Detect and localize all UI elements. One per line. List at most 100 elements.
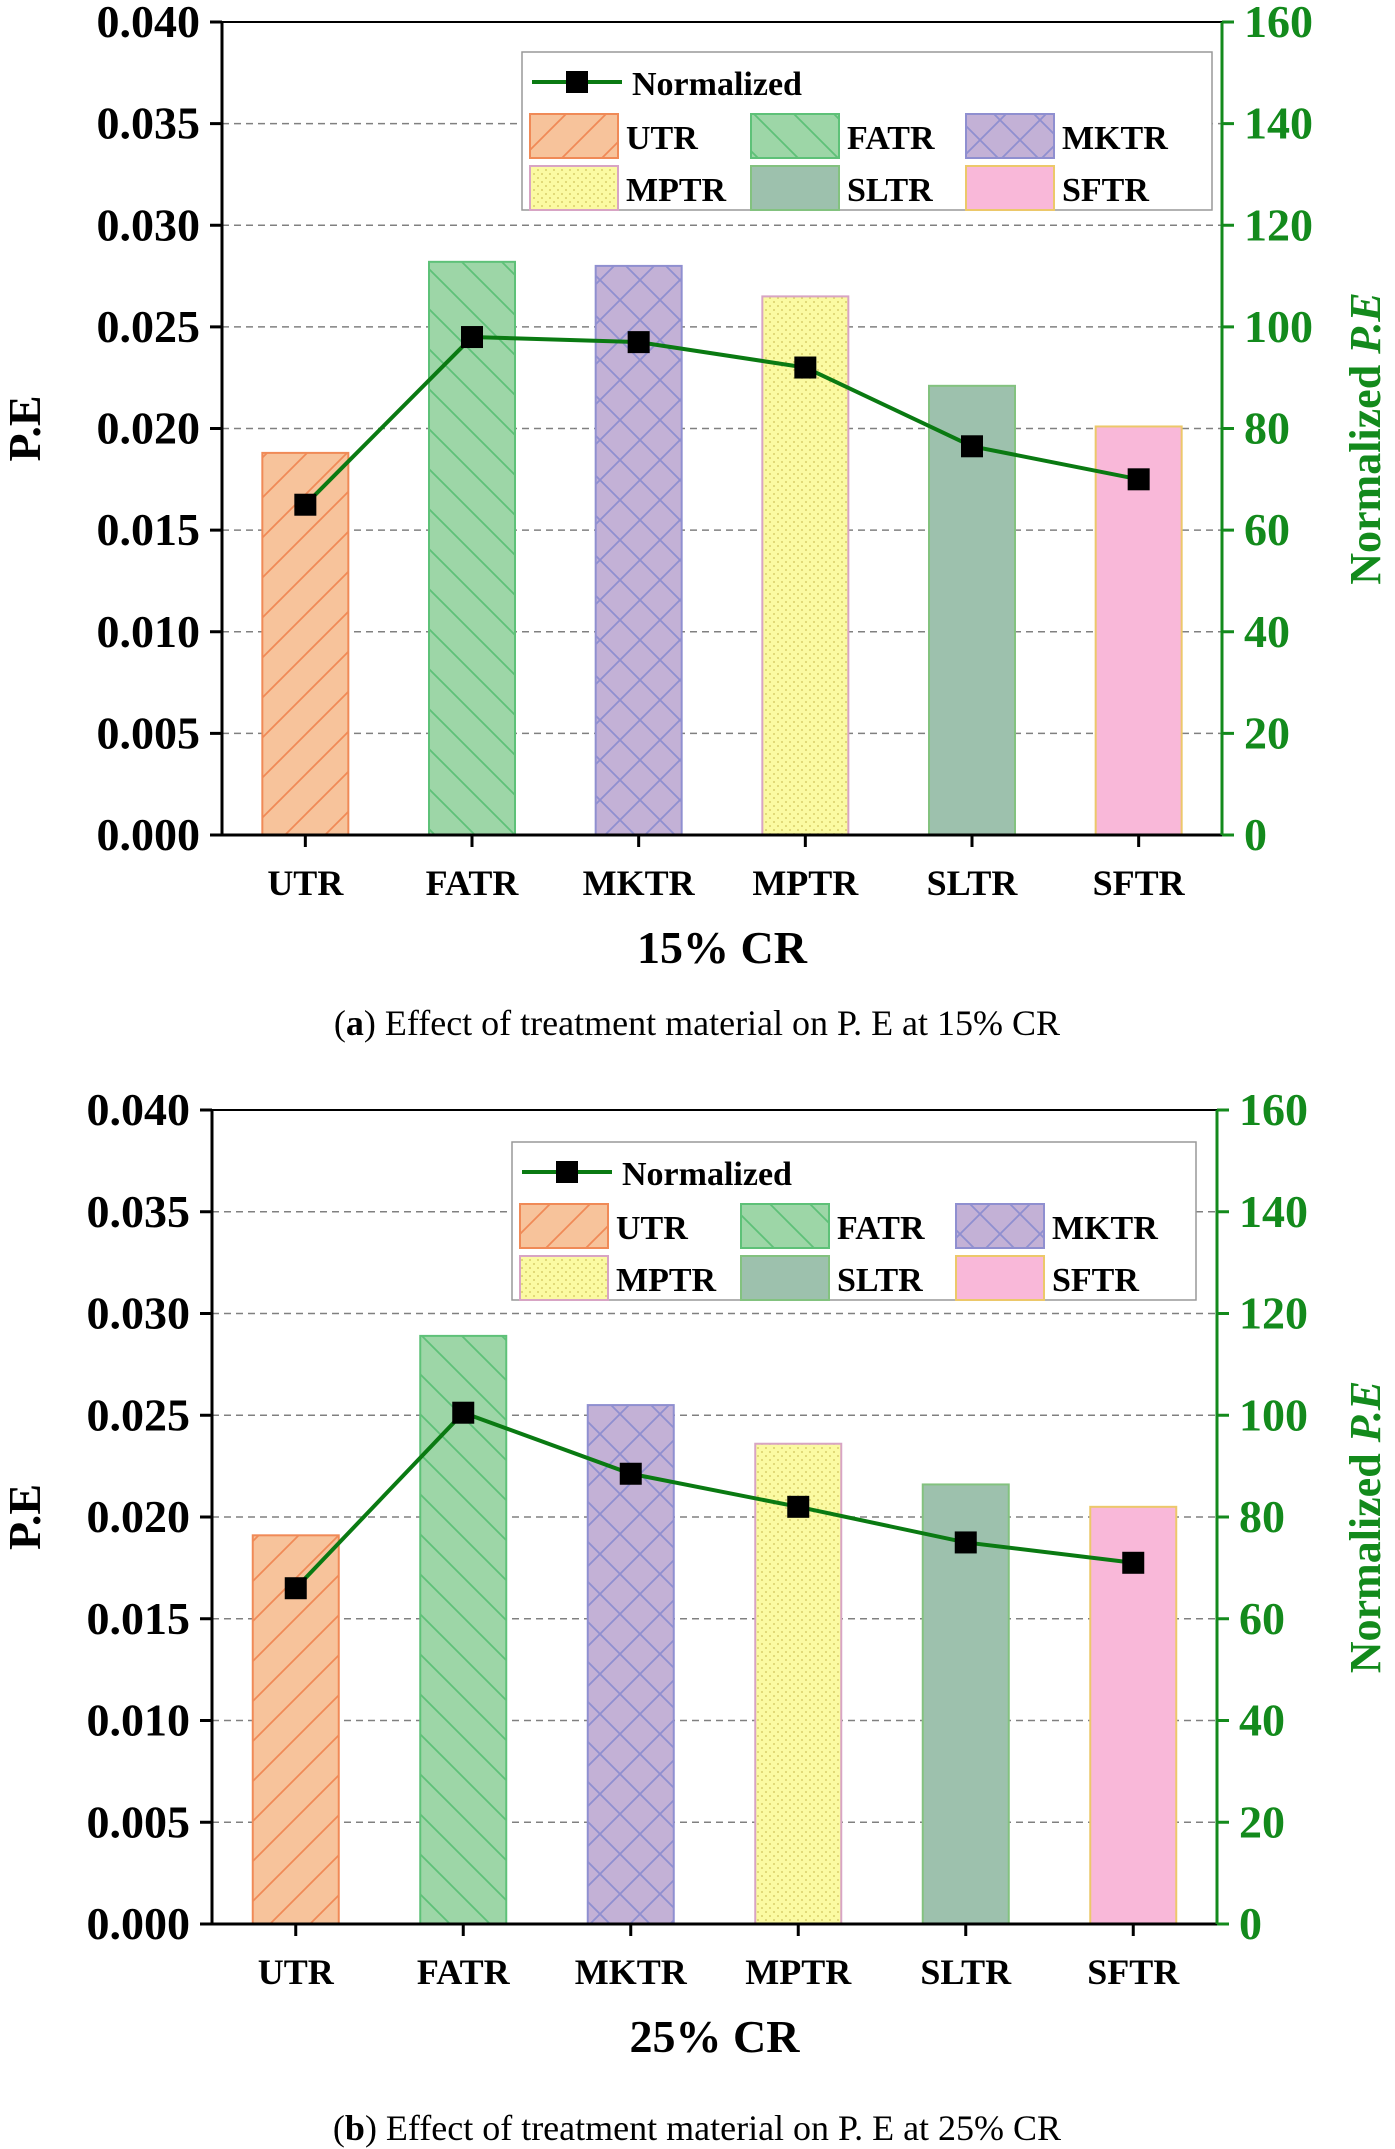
legend-swatch-mktr [955, 1203, 1045, 1249]
y-tick-label: 0.040 [87, 1084, 191, 1135]
legend-label-fatr: FATR [837, 1210, 925, 1247]
bar-fatr [419, 1334, 508, 1925]
bar-fatr [428, 260, 516, 836]
x-tick-label: FATR [417, 1952, 511, 1992]
legend: Normalized UTR FATR MKTR MPTR SLTR SFTR [511, 1141, 1197, 1301]
caption-text: ) Effect of treatment material on P. E a… [365, 2108, 1061, 2148]
legend-label-mktr: MKTR [1062, 120, 1168, 157]
y2-tick-label: 20 [1239, 1796, 1285, 1847]
y2-tick-label: 100 [1239, 1389, 1308, 1440]
legend-swatch-fatr [750, 113, 840, 159]
x-tick-label: SFTR [1087, 1952, 1180, 1992]
legend-swatch-utr [529, 113, 619, 159]
y-tick-label: 0.040 [97, 0, 201, 47]
legend-label-sftr: SFTR [1052, 1262, 1139, 1299]
legend-label-normalized: Normalized [622, 1156, 792, 1193]
y-tick-label: 0.010 [97, 606, 201, 657]
x-tick-label: FATR [426, 863, 520, 903]
y2-tick-label: 40 [1244, 606, 1290, 657]
x-tick-label: SLTR [920, 1952, 1012, 1992]
y-tick-label: 0.020 [87, 1491, 191, 1542]
chart-b-svg: 0.000 0.005 0.010 0.015 0.020 0.025 0.030 0.035… [0, 1084, 1390, 2148]
x-axis-title: 15% CR [637, 922, 808, 973]
y-tick-label: 0.020 [97, 403, 201, 454]
y2-tick-label: 140 [1239, 1186, 1308, 1237]
y-tick-label: 0.005 [97, 707, 201, 758]
chart-panel-b: 0.000 0.005 0.010 0.015 0.020 0.025 0.030 0.035… [0, 1074, 1395, 2148]
figure-caption: (a) Effect of treatment material on P. E… [334, 1003, 1060, 1043]
legend: Normalized UTR FATR MKTR MPTR SLTR SFTR [521, 51, 1213, 211]
y2-tick-label: 60 [1239, 1593, 1285, 1644]
normalized-line [303, 335, 1140, 507]
legend-marker-swatch [566, 71, 588, 93]
legend-label-sftr: SFTR [1062, 172, 1149, 209]
chart-panel-a: 0.000 0.005 0.010 0.015 0.020 0.025 0.030 0.035… [0, 0, 1395, 1074]
legend-label-mptr: MPTR [626, 172, 727, 209]
x-tick-label: MPTR [752, 863, 859, 903]
y-tick-label: 0.030 [87, 1288, 191, 1339]
bar-sftr [1089, 1505, 1178, 1925]
y-tick-label: 0.025 [87, 1389, 191, 1440]
caption-letter: a [346, 1003, 364, 1043]
bar-mptr [761, 295, 850, 836]
legend-swatch-sftr [955, 1255, 1045, 1301]
legend-swatch-mktr [965, 113, 1055, 159]
bar-mptr [754, 1442, 843, 1925]
y-tick-label: 0.015 [87, 1593, 191, 1644]
legend-label-utr: UTR [616, 1210, 688, 1247]
y2-tick-label: 60 [1244, 504, 1290, 555]
y-axis-title: P.E [0, 1484, 50, 1550]
y-tick-label: 0.030 [97, 199, 201, 250]
y2-tick-label: 0 [1239, 1898, 1262, 1949]
normalized-point-sftr [1122, 1551, 1145, 1574]
legend-label-sltr: SLTR [847, 172, 933, 209]
caption-prefix: ( [333, 2108, 345, 2148]
legend-label-sltr: SLTR [837, 1262, 923, 1299]
normalized-point-mptr [794, 356, 817, 379]
y2-tick-label: 140 [1244, 98, 1313, 149]
legend-swatch-sftr [965, 165, 1055, 211]
normalized-point-fatr [461, 326, 483, 349]
y2-tick-label: 160 [1239, 1084, 1308, 1135]
y2-tick-label: 160 [1244, 0, 1313, 47]
y2-axis-title: Normalized P.E [1341, 1381, 1390, 1674]
y2-tick-label: 120 [1244, 199, 1313, 250]
y2-tick-label: 20 [1244, 707, 1290, 758]
y-tick-label: 0.035 [87, 1186, 191, 1237]
x-tick-label: MKTR [575, 1952, 688, 1992]
y2-axis-title-italic: P.E [1341, 1381, 1390, 1444]
y-tick-label: 0.035 [97, 98, 201, 149]
y2-tick-label: 80 [1239, 1491, 1285, 1542]
y-axis-title: P.E [0, 395, 50, 461]
legend-swatch-sltr [740, 1255, 830, 1301]
caption-letter: b [345, 2108, 365, 2148]
y-tick-label: 0.015 [97, 504, 201, 555]
x-tick-label: UTR [267, 863, 344, 903]
x-axis-title: 25% CR [630, 2011, 801, 2062]
bar-utr [251, 1534, 340, 1925]
y2-axis-title-text: Normalized [1341, 354, 1390, 585]
bar-mktr [586, 1404, 675, 1925]
caption-prefix: ( [334, 1003, 346, 1043]
normalized-point-utr [294, 493, 317, 516]
legend-box [521, 51, 1213, 211]
x-tick-label: MKTR [583, 863, 696, 903]
normalized-point-mktr [627, 331, 650, 354]
y2-tick-label: 0 [1244, 809, 1267, 860]
figure-caption: (b) Effect of treatment material on P. E… [333, 2108, 1061, 2148]
y2-axis-title-italic: P.E [1341, 292, 1390, 355]
y2-tick-label: 120 [1239, 1288, 1308, 1339]
y2-tick-label: 80 [1244, 403, 1290, 454]
caption-text: ) Effect of treatment material on P. E a… [364, 1003, 1060, 1043]
y-tick-label: 0.005 [87, 1796, 191, 1847]
normalized-point-utr [284, 1577, 307, 1600]
legend-label-normalized: Normalized [632, 66, 802, 103]
legend-label-fatr: FATR [847, 120, 935, 157]
y-tick-label: 0.010 [87, 1695, 191, 1746]
normalized-point-sltr [954, 1531, 977, 1554]
legend-swatch-mptr [519, 1255, 609, 1301]
legend-label-mktr: MKTR [1052, 1210, 1158, 1247]
x-tick-label: SLTR [927, 863, 1019, 903]
x-tick-label: UTR [258, 1952, 335, 1992]
y2-axis-title-text: Normalized [1341, 1442, 1390, 1673]
